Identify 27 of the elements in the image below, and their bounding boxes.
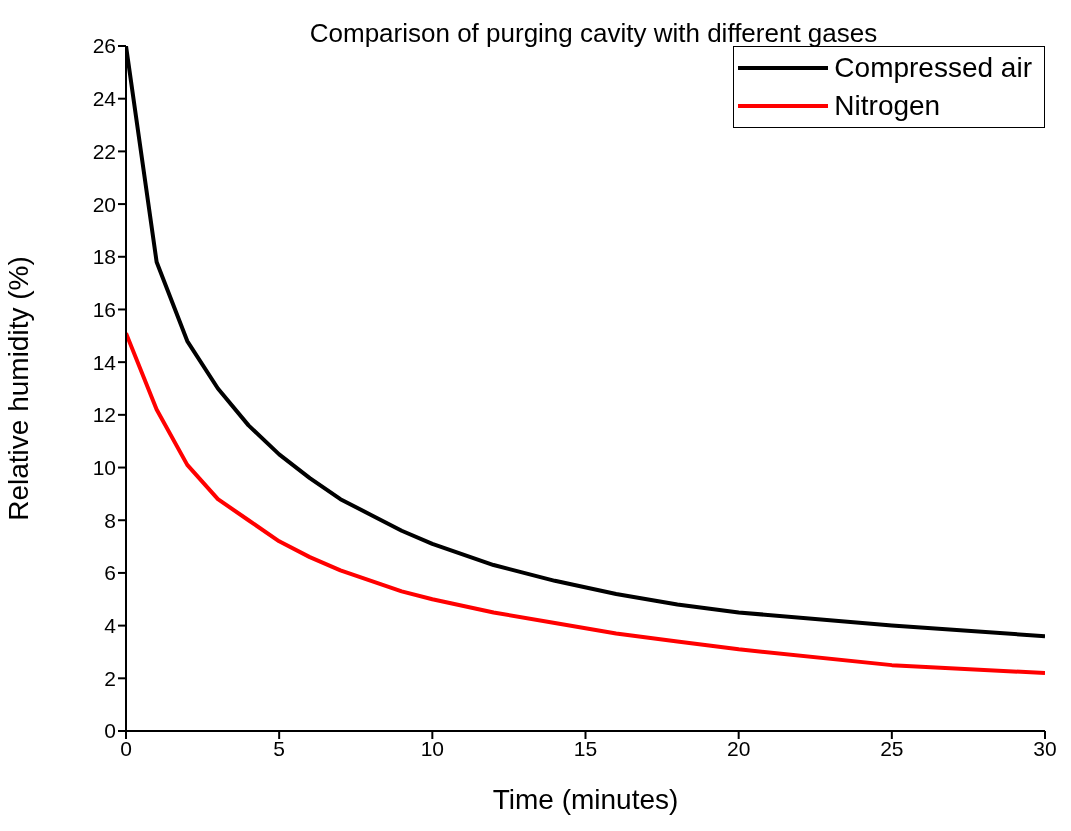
y-tick-label: 10 <box>92 455 116 479</box>
legend-label: Compressed air <box>834 52 1032 84</box>
y-tick-label: 4 <box>104 614 117 638</box>
chart-title: Comparison of purging cavity with different gases <box>308 18 879 49</box>
x-tick-label: 15 <box>573 736 598 760</box>
y-tick-label: 2 <box>104 666 116 690</box>
y-tick-label: 18 <box>92 245 116 269</box>
x-tick-label: 30 <box>1033 736 1057 760</box>
y-tick-label: 14 <box>92 350 117 374</box>
x-axis-title: Time (minutes) <box>492 784 679 815</box>
line-series <box>126 331 1045 676</box>
x-tick-label: 0 <box>120 736 132 760</box>
y-tick-label: 8 <box>104 508 116 532</box>
y-tick-label: 26 <box>92 34 116 58</box>
y-tick-label: 16 <box>92 297 116 321</box>
x-tick-label: 25 <box>880 736 904 760</box>
legend-label: Nitrogen <box>834 90 941 122</box>
y-tick-label: 12 <box>92 403 116 427</box>
y-tick-label: 6 <box>104 561 116 585</box>
y-tick-label: 22 <box>92 139 116 163</box>
x-tick-label: 10 <box>420 736 445 760</box>
y-tick-label: 0 <box>104 719 116 743</box>
y-tick-label: 24 <box>92 87 117 111</box>
x-tick-label: 20 <box>726 736 751 760</box>
y-axis-title: Relative humidity (%) <box>2 256 34 521</box>
y-tick-label: 20 <box>92 192 116 216</box>
x-tick-label: 5 <box>273 736 286 760</box>
